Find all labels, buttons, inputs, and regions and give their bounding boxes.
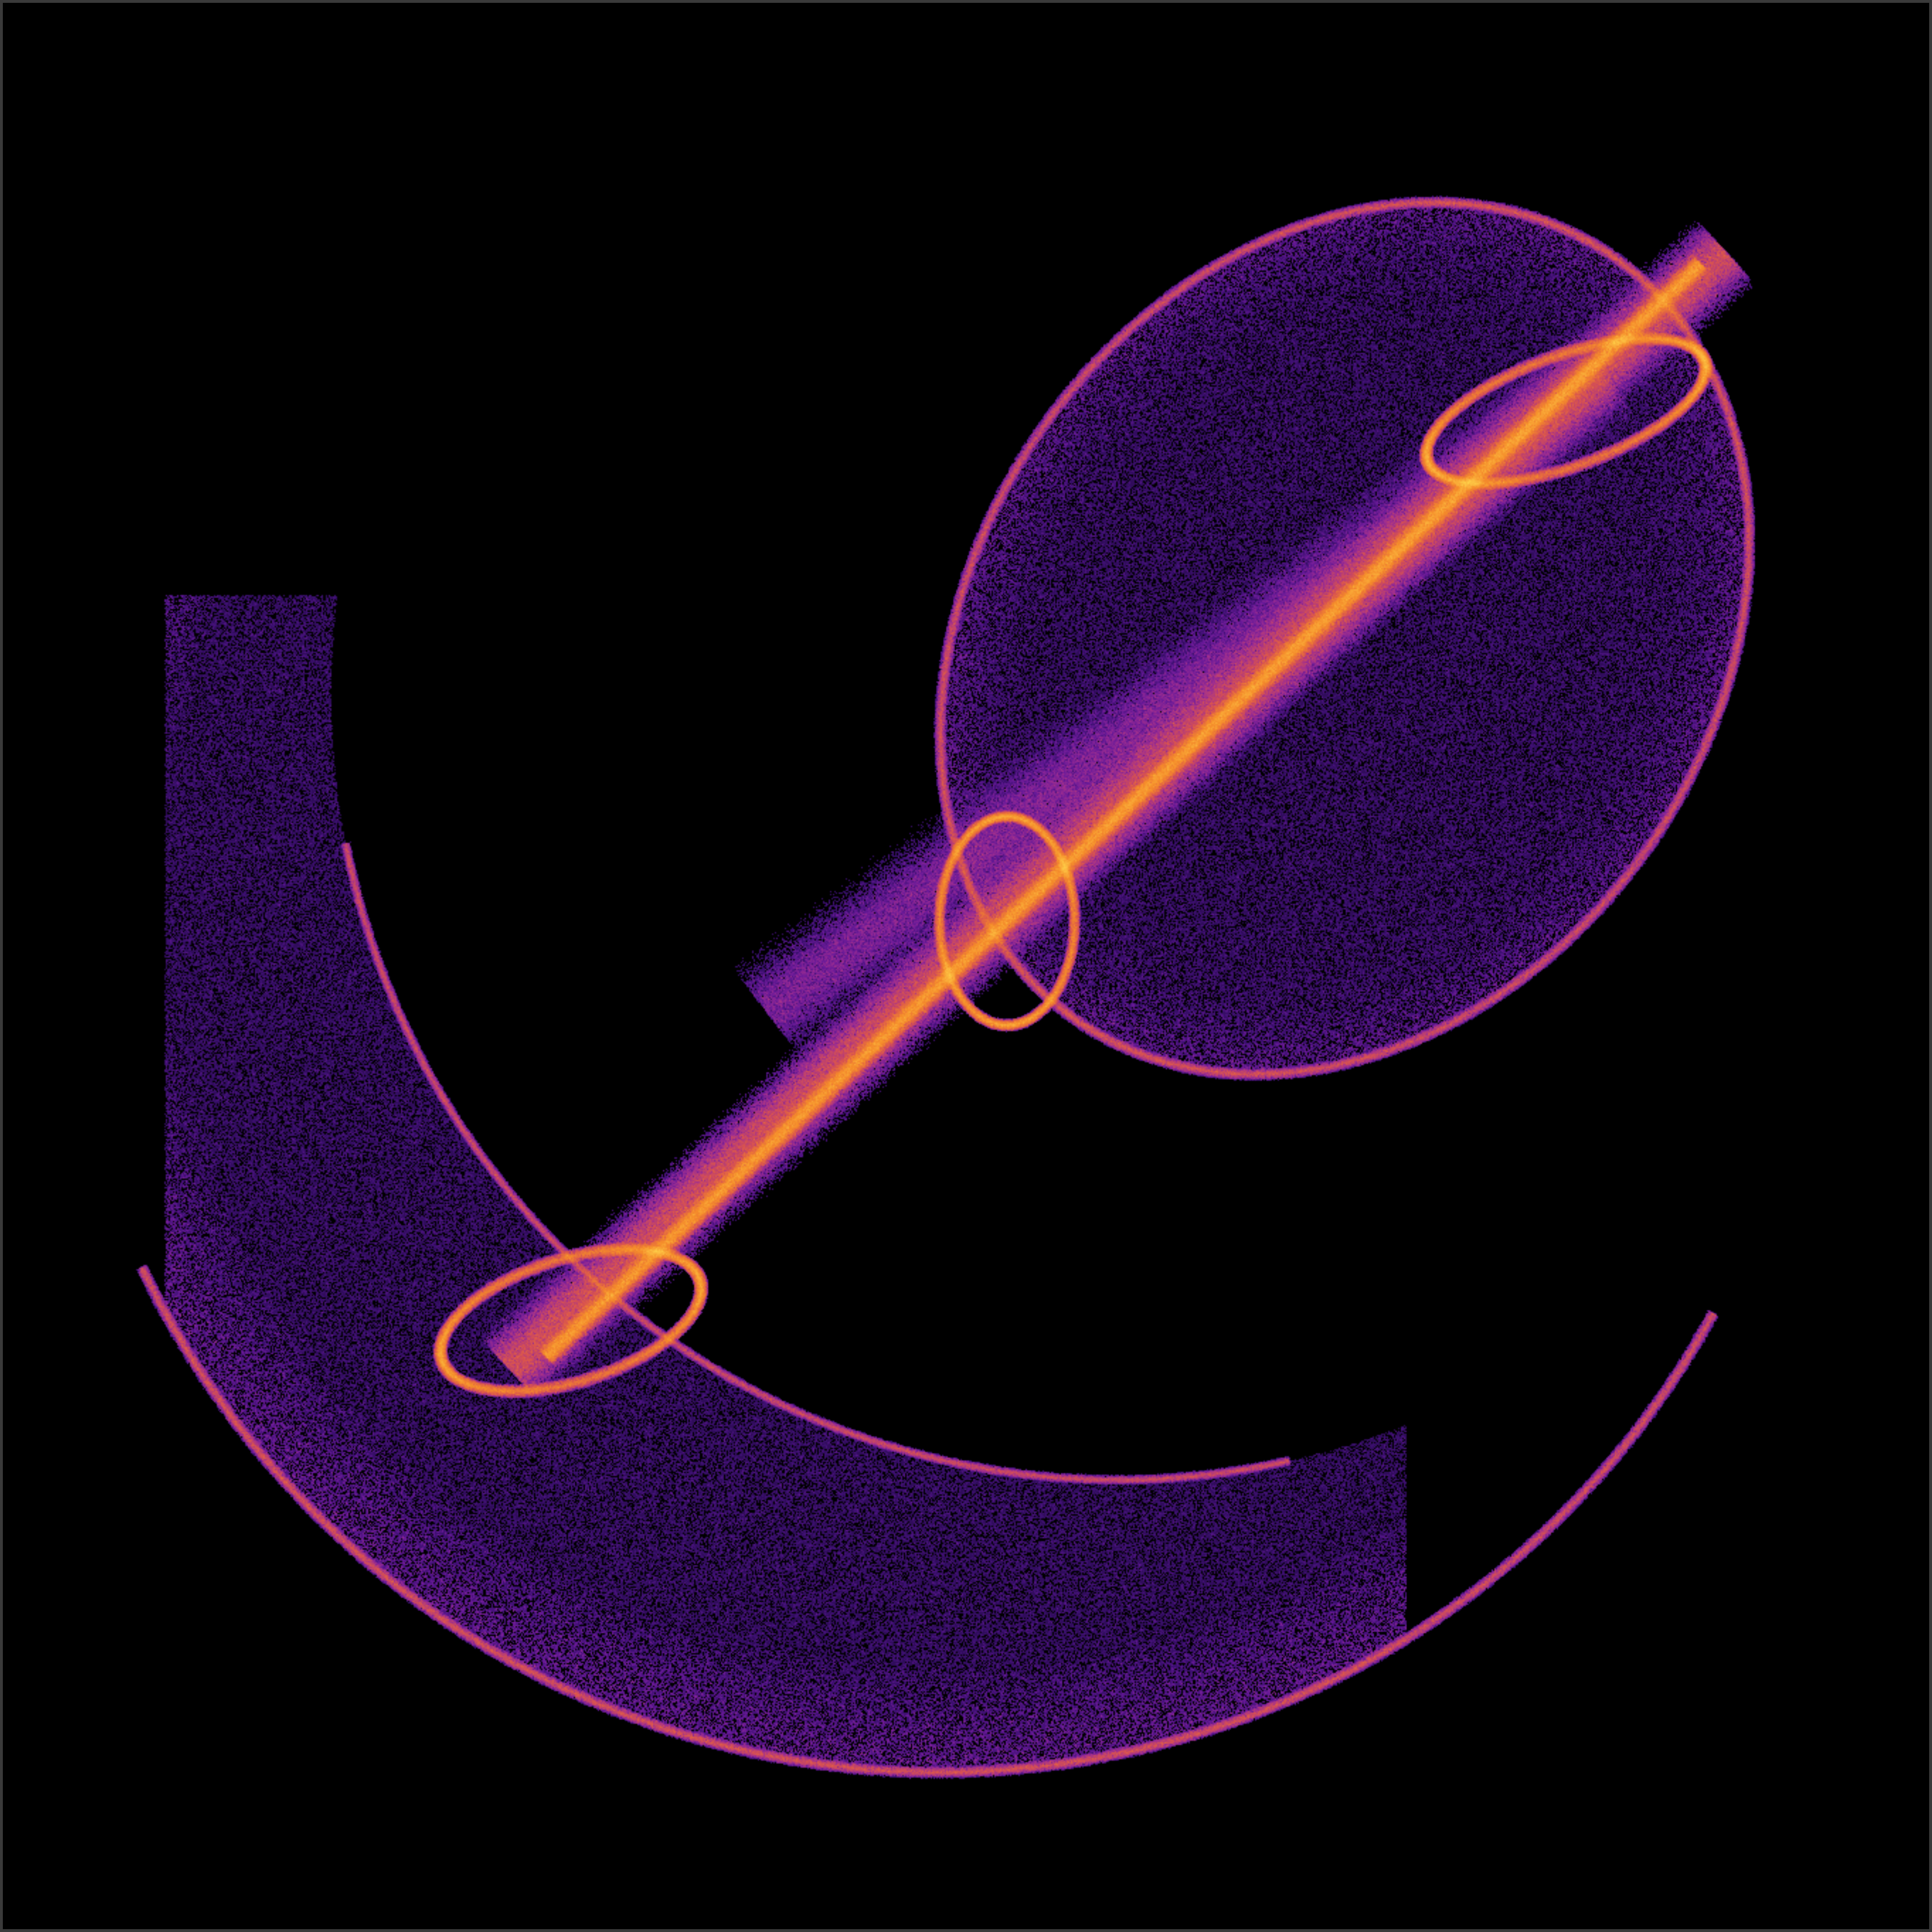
attractor-image — [6, 6, 1929, 1929]
